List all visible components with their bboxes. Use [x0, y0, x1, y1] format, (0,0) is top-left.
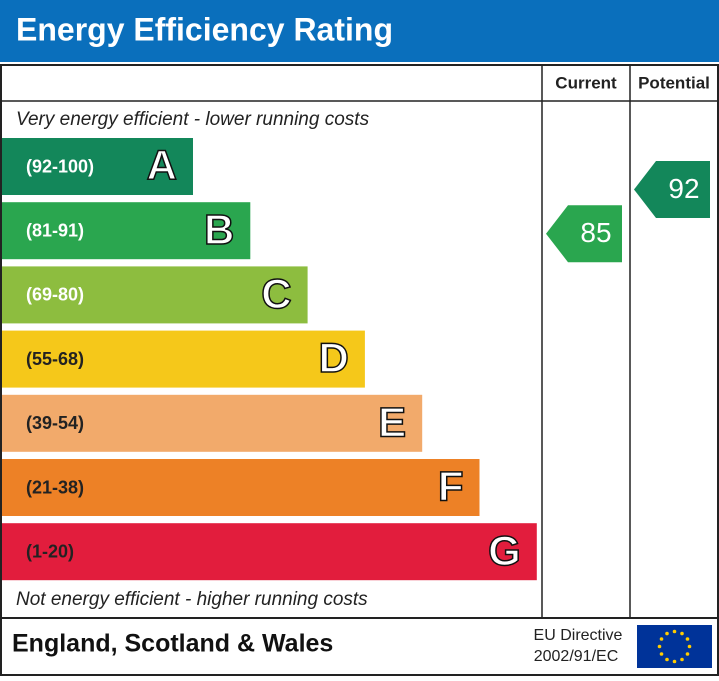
band-bar: [2, 330, 365, 388]
footer-region: England, Scotland & Wales: [12, 630, 333, 658]
top-note: Very energy efficient - lower running co…: [16, 109, 370, 130]
eu-star: [659, 652, 664, 656]
band-letter: D: [319, 334, 349, 381]
band-letter: B: [204, 206, 234, 253]
band-bar: [2, 138, 193, 195]
rating-arrow: [546, 205, 622, 263]
eu-star: [680, 631, 684, 636]
band-letter: E: [378, 398, 406, 445]
rating-arrow: [634, 161, 710, 218]
band-range: (69-80): [26, 285, 84, 305]
band-bar: [2, 266, 308, 324]
eu-star: [665, 657, 669, 662]
band-bar: [2, 394, 423, 452]
frame: [0, 64, 719, 676]
band-letter: C: [261, 270, 291, 317]
band-letter: A: [147, 142, 177, 189]
bottom-note: Not energy efficient - higher running co…: [16, 589, 368, 610]
band-bar: [2, 202, 251, 260]
band-letter: F: [438, 463, 464, 510]
column-header: Potential: [638, 73, 710, 92]
band-bar: [2, 523, 537, 581]
band-range: (39-54): [26, 413, 84, 433]
eu-star: [659, 637, 664, 641]
band-letter: G: [488, 527, 521, 574]
band-bar: [2, 459, 480, 516]
band-range: (55-68): [26, 349, 84, 369]
eu-star: [680, 657, 684, 662]
eu-stars: [657, 629, 692, 664]
eu-star: [687, 644, 692, 649]
rating-value: 92: [668, 173, 699, 204]
title: Energy Efficiency Rating: [16, 11, 393, 47]
eu-star: [685, 637, 690, 641]
band-range: (81-91): [26, 220, 84, 240]
title-bar: [0, 0, 719, 62]
eu-star: [665, 631, 669, 636]
eu-star: [685, 652, 690, 656]
eu-star: [672, 629, 677, 634]
footer-directive: EU Directive: [534, 627, 623, 644]
band-range: (21-38): [26, 477, 84, 497]
eu-star: [672, 659, 677, 664]
eu-star: [657, 644, 662, 649]
band-range: (92-100): [26, 156, 94, 176]
column-header: Current: [555, 73, 617, 92]
band-range: (1-20): [26, 541, 74, 561]
footer-directive: 2002/91/EC: [534, 648, 619, 665]
rating-value: 85: [580, 217, 611, 248]
